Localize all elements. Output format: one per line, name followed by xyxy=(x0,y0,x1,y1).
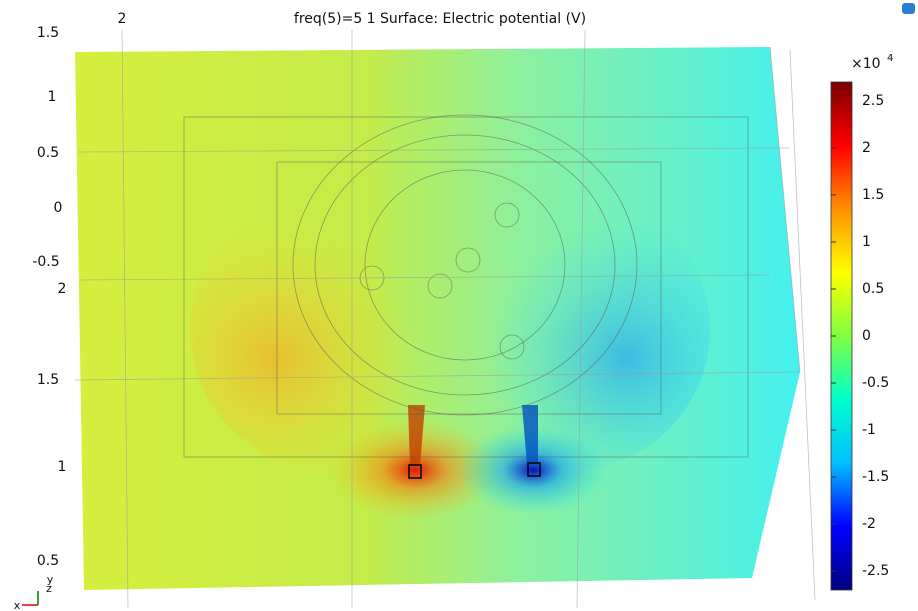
colorbar-tick-label: 1 xyxy=(862,234,871,250)
axis-label: 2 xyxy=(58,281,67,297)
colorbar-tick-label: 1.5 xyxy=(862,187,884,203)
axis-label: -0.5 xyxy=(32,254,59,270)
colorbar-tick-label: -2 xyxy=(862,516,876,532)
toolbar-icon[interactable] xyxy=(902,3,915,14)
axis-label: 1 xyxy=(58,459,67,475)
plot-title: freq(5)=5 1 Surface: Electric potential … xyxy=(294,11,586,27)
axis-label: 0 xyxy=(54,200,63,216)
colorbar-tick-label: 2.5 xyxy=(862,93,884,109)
axis-label: 1.5 xyxy=(37,372,59,388)
triad-label: y xyxy=(47,573,54,586)
colorbar-tick-label: 0 xyxy=(862,328,871,344)
viewport: freq(5)=5 1 Surface: Electric potential … xyxy=(0,0,918,611)
colorbar-tick-label: -2.5 xyxy=(862,563,889,579)
colorbar-tick-label: -0.5 xyxy=(862,375,889,391)
axis-label: 1 xyxy=(48,89,57,105)
colorbar-tick-label: -1 xyxy=(862,422,876,438)
axis-label: 0.5 xyxy=(37,145,59,161)
triad-label: x xyxy=(14,599,21,611)
colorbar-tick-label: -1.5 xyxy=(862,469,889,485)
model xyxy=(75,30,815,608)
axis-label: 0.5 xyxy=(37,553,59,569)
colorbar-tick-label: 0.5 xyxy=(862,281,884,297)
axis-label: 1.5 xyxy=(37,25,59,41)
axis-label: 2 xyxy=(118,11,127,27)
colorbar: ×10 4 2.5 2 1.5 1 0.5 0 -0.5 -1 -1.5 -2 -2.5 xyxy=(831,53,893,590)
colorbar-tick-label: 2 xyxy=(862,140,871,156)
cool-region xyxy=(430,190,710,470)
colorbar-multiplier: ×10 xyxy=(851,56,881,72)
colorbar-exponent: 4 xyxy=(887,53,893,64)
